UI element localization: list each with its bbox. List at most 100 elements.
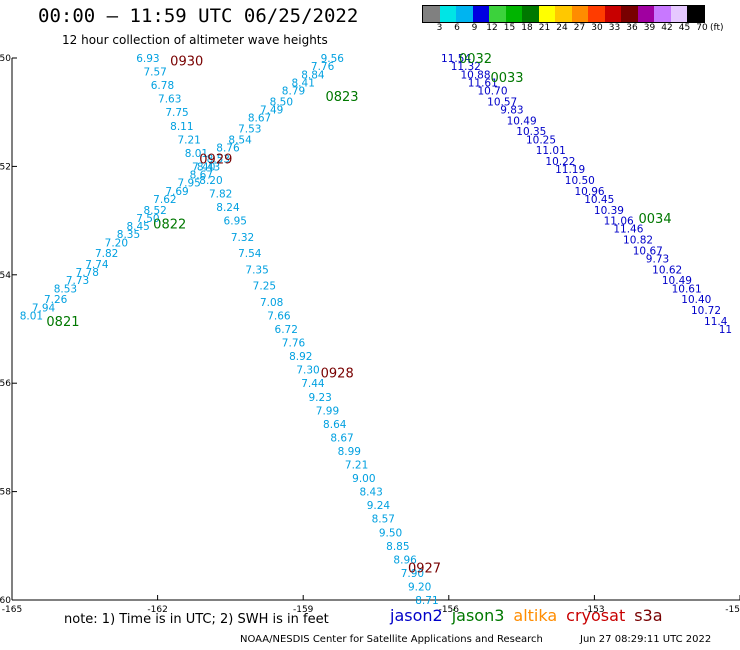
- wave-height-label: 9.24: [367, 500, 391, 512]
- color-scale-bar: [422, 5, 705, 23]
- legend-s3a: s3a: [634, 606, 663, 625]
- wave-height-label: 6.78: [151, 80, 174, 92]
- pass-time-label: 0823: [325, 90, 358, 105]
- color-scale-label: 3: [436, 23, 443, 33]
- wave-height-label: 9.20: [408, 581, 431, 593]
- wave-height-label: 7.53: [238, 123, 261, 135]
- wave-height-label: 7.21: [177, 134, 200, 146]
- wave-height-label: 9.56: [321, 53, 345, 65]
- lat-tick-label: -58: [0, 488, 11, 498]
- wave-height-label: 7.76: [311, 61, 335, 73]
- pass-time-label: 0034: [639, 212, 672, 227]
- wave-height-label: 6.72: [275, 324, 298, 336]
- wave-height-label: 9.50: [379, 527, 402, 539]
- color-swatch: [637, 6, 654, 22]
- wave-height-label: 11.32: [451, 61, 481, 73]
- wave-height-label: 8.53: [54, 283, 77, 295]
- legend-cryosat: cryosat: [566, 606, 626, 625]
- wave-height-label: 11.54: [441, 53, 471, 65]
- wave-height-label: 7.32: [231, 232, 254, 244]
- color-scale-label: 27: [573, 23, 586, 33]
- wave-height-label: 10.82: [623, 235, 653, 247]
- wave-height-label: 7.69: [165, 186, 188, 198]
- wave-height-label: 8.99: [338, 446, 361, 458]
- color-swatch: [588, 6, 605, 22]
- wave-height-label: 7.63: [158, 94, 181, 106]
- wave-height-label: 10.70: [477, 86, 507, 98]
- wave-height-label: 9.73: [646, 254, 669, 266]
- wave-height-label: 7.54: [238, 248, 262, 260]
- legend-jason2: jason2: [390, 606, 443, 625]
- lat-tick-label: -54: [0, 271, 11, 281]
- color-scale-label: 30: [591, 23, 603, 33]
- lon-tick-label: -165: [2, 605, 22, 615]
- lon-tick-label: -159: [293, 605, 314, 615]
- color-scale-label: 36: [626, 23, 638, 33]
- color-scale-label: 70: [696, 23, 708, 33]
- wave-height-label: 7.75: [165, 107, 188, 119]
- wave-height-label: 7.62: [153, 194, 176, 206]
- wave-height-label: 9.23: [308, 392, 331, 404]
- wave-height-label: 7.94: [32, 302, 56, 314]
- wave-height-label: 7.44: [301, 378, 325, 390]
- wave-height-label: 6.95: [224, 216, 247, 228]
- lon-tick-label: -153: [584, 605, 604, 615]
- wave-height-label: 10.50: [565, 175, 595, 187]
- note-text: note: 1) Time is in UTC; 2) SWH is in fe…: [64, 612, 329, 627]
- color-scale-label: 6: [454, 23, 460, 33]
- wave-height-label: 7.50: [136, 213, 159, 225]
- pass-time-label: 0033: [490, 71, 523, 86]
- wave-height-label: 8.52: [143, 205, 166, 217]
- pass-time-label: 0927: [408, 561, 441, 576]
- color-swatch: [472, 6, 489, 22]
- altimeter-tracks: 6.937.576.787.637.758.117.218.017.408.20…: [20, 53, 732, 607]
- wave-height-label: 8.50: [270, 96, 293, 108]
- wave-height-label: 7.08: [260, 297, 283, 309]
- wave-height-label: 8.67: [190, 170, 213, 182]
- wave-height-label: 7.25: [253, 281, 276, 293]
- lon-tick-label: -15: [725, 605, 740, 615]
- wave-height-label: 7.82: [209, 189, 232, 201]
- color-scale-label: 12: [486, 23, 498, 33]
- wave-height-label: 8.01: [20, 310, 43, 322]
- wave-height-label: 7.78: [76, 267, 99, 279]
- wave-height-label: 8.01: [185, 148, 208, 160]
- wave-height-label: 11.19: [555, 164, 585, 176]
- wave-height-label: 7.95: [177, 178, 200, 190]
- wave-height-label: 10.88: [460, 69, 490, 81]
- track-0930-0928-0927: 6.937.576.787.637.758.117.218.017.408.20…: [136, 53, 438, 607]
- generated-timestamp: Jun 27 08:29:11 UTC 2022: [580, 634, 712, 645]
- wave-height-label: 10.62: [652, 264, 682, 276]
- wave-height-label: 8.35: [117, 229, 140, 241]
- color-swatch: [571, 6, 588, 22]
- color-swatch: [423, 6, 440, 22]
- color-swatch: [439, 6, 456, 22]
- lat-tick-label: -56: [0, 379, 11, 389]
- color-scale-label: 33: [608, 23, 621, 33]
- color-scale-label: 24: [556, 23, 568, 33]
- page-title: 00:00 – 11:59 UTC 06/25/2022: [38, 5, 359, 27]
- wave-height-label: 7.74: [85, 259, 109, 271]
- wave-height-label: 11: [719, 324, 732, 336]
- color-swatch: [654, 6, 671, 22]
- pass-time-label: 0032: [459, 52, 492, 67]
- wave-height-label: 7.21: [345, 460, 368, 472]
- legend-jason3: jason3: [451, 606, 505, 625]
- wave-height-label: 10.67: [633, 245, 663, 257]
- color-swatch: [604, 6, 621, 22]
- wave-height-label: 11.4: [704, 316, 728, 328]
- wave-height-label: 7.73: [66, 275, 89, 287]
- wave-height-label: 8.45: [126, 221, 149, 233]
- wave-height-label: 7.40: [192, 161, 215, 173]
- color-scale-label: 18: [521, 23, 533, 33]
- wave-height-label: 8.11: [170, 121, 193, 133]
- wave-height-label: 10.49: [507, 115, 537, 127]
- wave-height-label: 9.00: [352, 473, 375, 485]
- wave-height-label: 8.85: [386, 541, 409, 553]
- wave-height-label: 10.57: [487, 96, 517, 108]
- wave-height-label: 8.92: [289, 351, 312, 363]
- wave-height-label: 8.41: [292, 77, 315, 89]
- wave-height-label: 7.90: [401, 568, 424, 580]
- wave-height-label: 10.72: [691, 305, 721, 317]
